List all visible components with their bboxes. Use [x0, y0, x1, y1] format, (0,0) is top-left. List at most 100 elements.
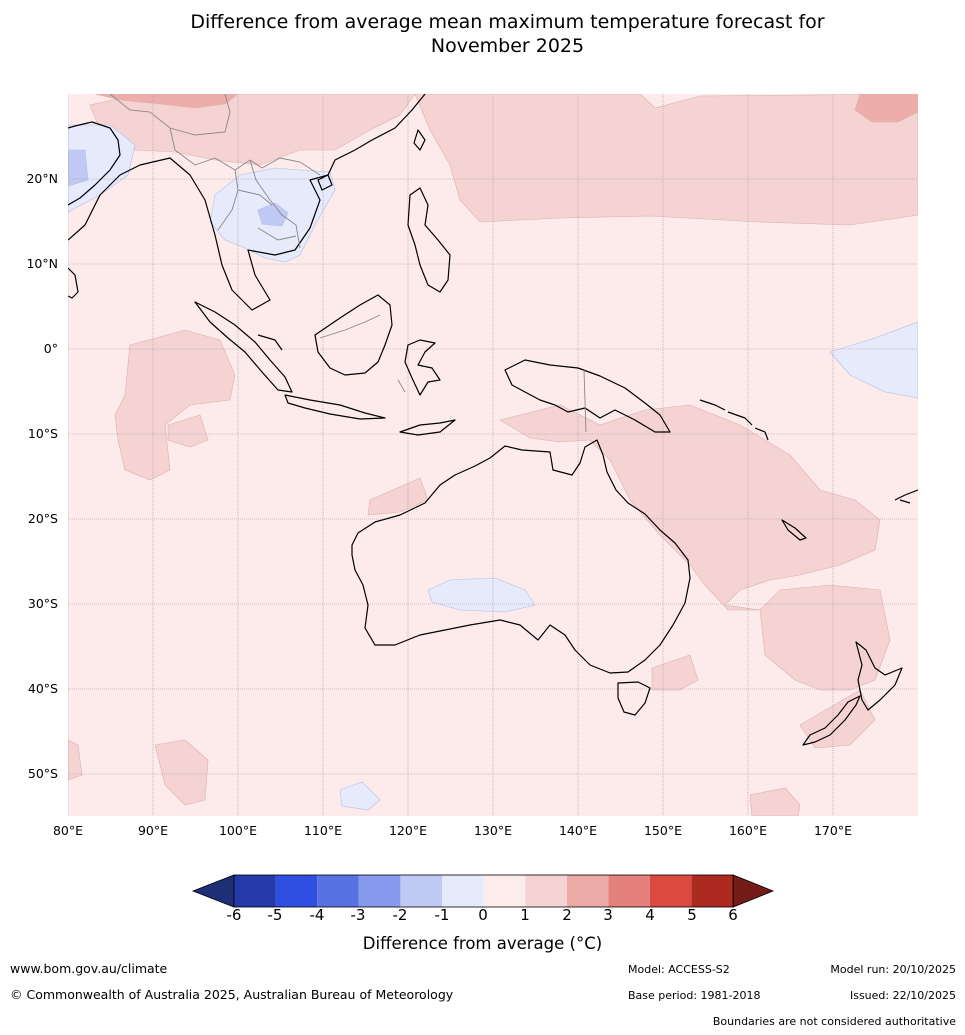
warm-anomaly-east-australia — [499, 404, 891, 691]
lat-label-20s: 20°S — [27, 511, 58, 526]
sulawesi-coastline — [404, 339, 441, 396]
colorbar-tick-label: 0 — [478, 906, 488, 924]
warm-anomaly-indian-ocean — [114, 329, 236, 481]
cool-anomaly-southern-ocean — [339, 781, 381, 811]
lon-label-80e: 80°E — [52, 823, 84, 838]
warm-anomaly-nw-australia — [367, 477, 429, 516]
solomon-islands-coastline — [699, 399, 769, 441]
colorbar-tick-label: 1 — [520, 906, 530, 924]
lat-label-40s: 40°S — [27, 681, 58, 696]
title-line-1: Difference from average mean maximum tem… — [190, 11, 825, 33]
colorbar-segment — [275, 875, 318, 907]
asia-mainland-coastline — [68, 94, 426, 311]
warm-anomaly-north-pacific — [414, 94, 918, 226]
lon-label-140e: 140°E — [558, 823, 597, 838]
tasmania-coastline — [617, 681, 651, 716]
disclaimer-text: Boundaries are not considered authoritat… — [712, 1015, 956, 1028]
colorbar-segment — [608, 875, 650, 907]
graticule — [68, 94, 918, 816]
colorbar-outline — [233, 874, 734, 908]
model-run-text: Model run: 20/10/2025 — [830, 963, 956, 976]
lat-label-30s: 30°S — [27, 596, 58, 611]
colorbar-tick-label: -6 — [226, 906, 242, 924]
copyright-text: © Commonwealth of Australia 2025, Austra… — [10, 987, 454, 1002]
lon-label-110e: 110°E — [303, 823, 342, 838]
philippines-coastline — [407, 187, 451, 293]
colorbar-segment — [317, 875, 359, 907]
new-zealand-north-coastline — [855, 641, 903, 711]
colorbar-tick-label: -2 — [392, 906, 408, 924]
lon-label-170e: 170°E — [813, 823, 852, 838]
colorbar-segment — [442, 875, 484, 907]
taiwan-coastline — [413, 129, 426, 151]
cool-anomaly-central-pacific — [829, 321, 918, 399]
lon-label-130e: 130°E — [473, 823, 512, 838]
lon-label-160e: 160°E — [728, 823, 767, 838]
lat-label-50s: 50°S — [27, 766, 58, 781]
colorbar-segment — [650, 875, 692, 907]
colorbar — [191, 874, 775, 908]
map-area — [68, 94, 918, 816]
strong-warm-anomaly-pacific — [854, 94, 918, 123]
chart-title: Difference from average mean maximum tem… — [0, 10, 965, 58]
kalimantan-malaysia-coastline — [257, 334, 283, 351]
colorbar-segment — [358, 875, 401, 907]
colorbar-segment — [483, 875, 526, 907]
lat-label-0: 0° — [43, 341, 58, 356]
cool-anomaly-indochina-core — [257, 202, 289, 227]
colorbar-tick-label: -4 — [309, 906, 325, 924]
issued-text: Issued: 22/10/2025 — [849, 989, 956, 1002]
title-line-2: November 2025 — [430, 35, 585, 57]
warm-anomaly-west-edge — [68, 739, 83, 781]
sumatra-coastline — [194, 301, 293, 393]
cool-anomaly-bay-of-bengal-core — [68, 149, 89, 187]
colorbar-under-arrow — [191, 874, 235, 908]
lon-label-120e: 120°E — [388, 823, 427, 838]
strong-warm-anomaly-china — [94, 94, 239, 109]
warm-anomaly-indian-ocean-small — [167, 414, 209, 448]
sri-lanka-coastline — [68, 267, 79, 299]
hainan-coastline — [317, 174, 333, 191]
model-text: Model: ACCESS-S2 — [628, 963, 730, 976]
colorbar-tick-label: 5 — [687, 906, 697, 924]
lat-label-10s: 10°S — [27, 426, 58, 441]
colorbar-tick-label: -1 — [434, 906, 450, 924]
colorbar-segment — [566, 875, 609, 907]
colorbar-over-arrow — [732, 874, 775, 908]
colorbar-segment — [234, 875, 276, 907]
cool-anomaly-bay-of-bengal — [68, 124, 136, 213]
colorbar-tick-label: 4 — [645, 906, 655, 924]
lon-label-90e: 90°E — [137, 823, 169, 838]
new-guinea-coastline — [504, 359, 671, 433]
colorbar-title: Difference from average (°C) — [362, 934, 603, 953]
warm-anomaly-southern-ocean — [154, 739, 209, 806]
colorbar-tick-label: -3 — [350, 906, 366, 924]
colorbar-tick-label: 2 — [562, 906, 572, 924]
website-link[interactable]: www.bom.gov.au/climate — [10, 961, 168, 976]
colorbar-segment — [525, 875, 567, 907]
lon-label-100e: 100°E — [218, 823, 257, 838]
lat-label-10n: 10°N — [26, 256, 58, 271]
colorbar-tick-label: -5 — [267, 906, 283, 924]
lon-label-150e: 150°E — [643, 823, 682, 838]
colorbar-tick-label: 6 — [728, 906, 738, 924]
coastlines — [68, 94, 918, 746]
colorbar-segment — [691, 875, 734, 907]
borneo-coastline — [314, 294, 393, 376]
new-caledonia-coastline — [781, 519, 807, 541]
warm-anomaly-far-south — [749, 787, 801, 816]
lat-label-20n: 20°N — [26, 171, 58, 186]
pacific-islands-coastline — [894, 489, 918, 504]
warm-anomaly-tasmania — [651, 654, 699, 691]
cool-anomaly-central-australia — [427, 577, 536, 613]
border-lines — [109, 94, 587, 433]
india-coastline — [68, 121, 121, 206]
java-coastline — [284, 394, 386, 420]
timor-coastline — [399, 419, 456, 436]
new-zealand-south-coastline — [802, 695, 861, 746]
country-borders — [109, 94, 587, 433]
colorbar-segment — [400, 875, 442, 907]
base-period-text: Base period: 1981-2018 — [628, 989, 761, 1002]
australia-coastline — [351, 439, 691, 674]
